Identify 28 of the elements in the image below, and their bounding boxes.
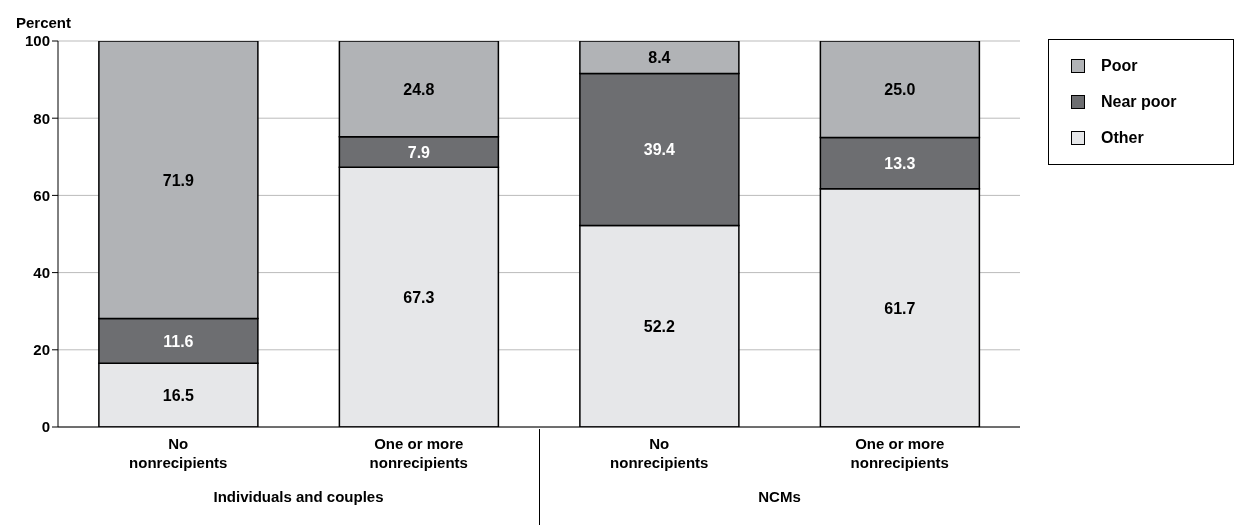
data-label: 16.5 <box>162 387 195 405</box>
x-tick-label: No nonrecipients <box>610 435 709 471</box>
data-label: 7.9 <box>407 143 431 161</box>
x-tick-label: No nonrecipients <box>129 435 228 471</box>
y-tick-label: 60 <box>33 186 50 204</box>
data-label: 25.0 <box>884 81 916 99</box>
y-tick-label: 80 <box>33 109 50 127</box>
data-label: 71.9 <box>162 171 195 189</box>
y-tick-label: 40 <box>33 263 50 281</box>
data-label: 39.4 <box>643 141 676 159</box>
legend-label: Other <box>1100 128 1145 148</box>
legend-label: Poor <box>1100 56 1139 76</box>
y-axis-title: Percent <box>16 14 72 31</box>
x-tick-label: One or more nonrecipients <box>850 435 949 471</box>
data-label: 8.4 <box>648 49 671 67</box>
text: Individuals and couples <box>212 488 385 505</box>
data-label: 67.3 <box>403 289 435 307</box>
data-label: 61.7 <box>884 299 916 317</box>
legend-label: Near poor <box>1100 92 1178 112</box>
text: NCMs <box>757 488 802 505</box>
y-tick-label: 100 <box>24 32 50 50</box>
y-tick-label: 20 <box>33 341 50 359</box>
data-label: 13.3 <box>884 155 916 173</box>
data-label: 24.8 <box>403 80 435 98</box>
data-label: 52.2 <box>643 318 676 336</box>
x-tick-label: One or more nonrecipients <box>369 435 468 471</box>
data-label: 11.6 <box>163 332 194 350</box>
y-tick-label: 0 <box>41 418 50 436</box>
